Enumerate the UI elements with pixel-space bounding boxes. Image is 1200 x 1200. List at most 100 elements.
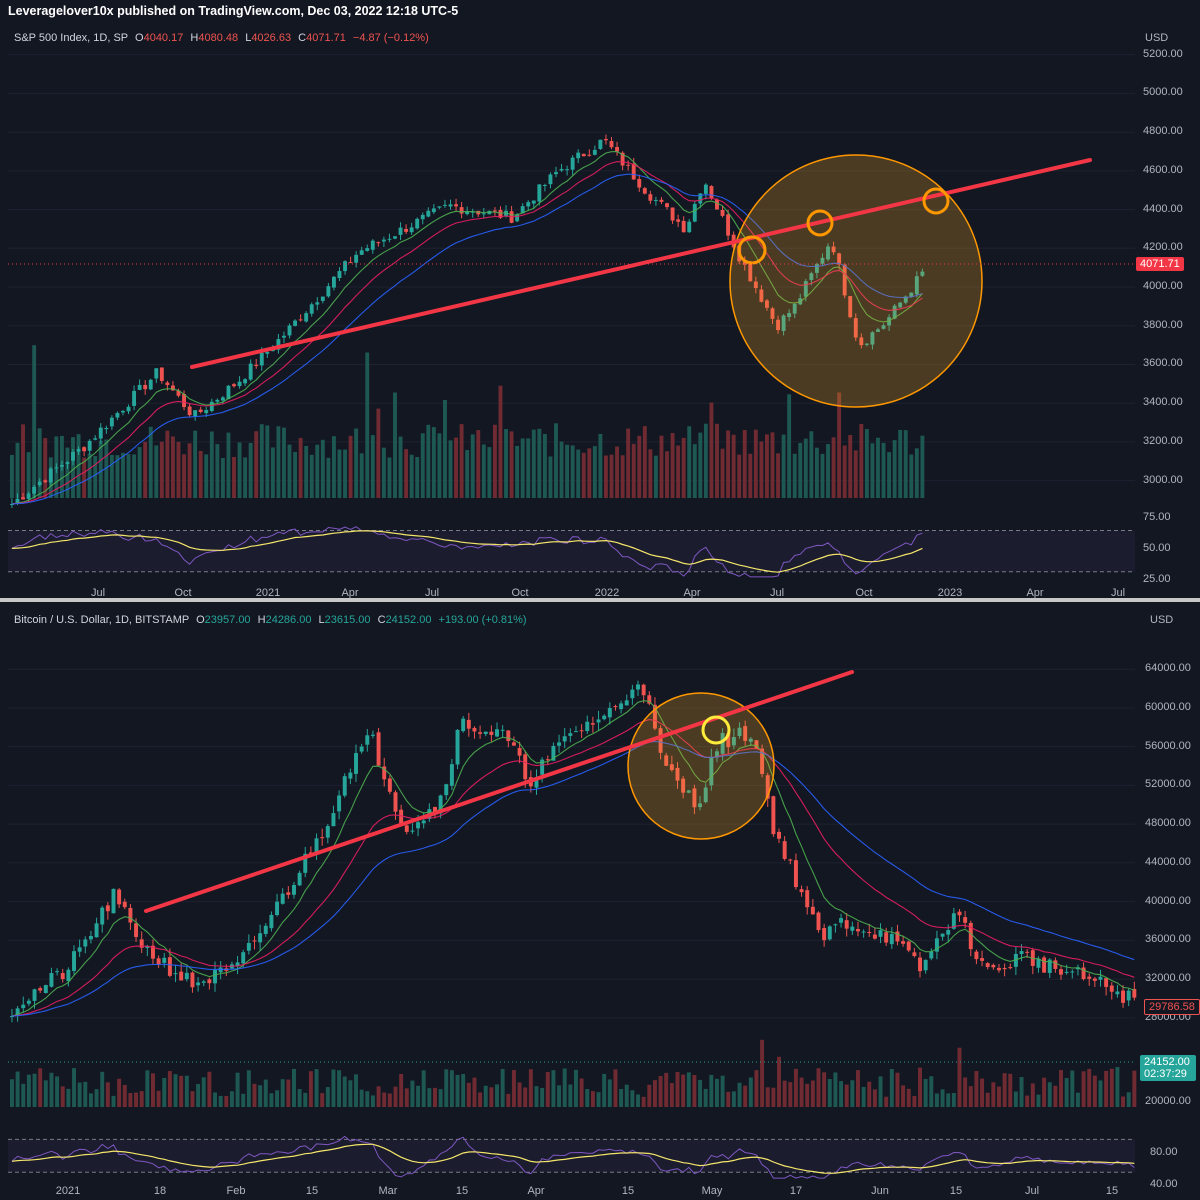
candle-body	[226, 385, 231, 400]
volume-bar	[946, 1093, 951, 1107]
volume-bar	[167, 1071, 172, 1107]
volume-bar	[207, 1071, 212, 1107]
candle-body	[376, 732, 381, 766]
volume-bar	[887, 452, 892, 498]
volume-bar	[872, 1089, 877, 1107]
volume-bar	[814, 447, 819, 498]
volume-bar	[720, 448, 725, 498]
volume-bar	[637, 435, 642, 498]
candle-body	[348, 262, 353, 264]
volume-bar	[602, 1073, 607, 1107]
price-tick-label: 3800.00	[1143, 318, 1183, 331]
volume-bar	[765, 434, 769, 498]
candle-body	[370, 240, 375, 250]
candle-body	[620, 152, 625, 166]
candle-body	[1081, 967, 1086, 980]
candle-body	[126, 406, 131, 412]
volume-bar	[252, 1083, 257, 1107]
volume-bar	[934, 1093, 939, 1107]
volume-bar	[121, 452, 125, 498]
candle-body	[781, 315, 786, 331]
volume-bar	[884, 1096, 889, 1107]
volume-bar	[647, 1084, 652, 1107]
candle-body	[770, 308, 775, 319]
volume-bar	[232, 456, 236, 498]
volume-bar	[997, 1086, 1001, 1107]
candle-body	[444, 784, 449, 796]
candle-body	[143, 384, 148, 390]
volume-bar	[504, 428, 508, 498]
candle-body	[190, 972, 195, 988]
candle-body	[71, 451, 75, 461]
volume-bar	[859, 423, 864, 498]
volume-bar	[303, 1092, 308, 1107]
volume-bar	[320, 439, 325, 498]
candle-body	[500, 729, 505, 731]
volume-bar	[331, 436, 336, 498]
volume-bar	[842, 445, 847, 498]
volume-bar	[410, 1080, 415, 1107]
candle-body	[437, 206, 442, 208]
volume-bar	[421, 1070, 426, 1107]
candle-body	[449, 764, 454, 786]
price-tick-label: 3400.00	[1143, 396, 1183, 409]
candle-body	[504, 210, 508, 217]
volume-bar	[220, 457, 225, 498]
sp500-symbol[interactable]: S&P 500 Index, 1D, SP	[14, 32, 128, 44]
candle-body	[631, 163, 636, 180]
volume-bar	[82, 457, 87, 498]
candle-body	[492, 210, 497, 212]
volume-bar	[889, 1068, 894, 1107]
volume-bar	[805, 1083, 810, 1107]
candle-body	[121, 410, 125, 413]
rsi-tick-label: 40.00	[1150, 1178, 1178, 1190]
candle-body	[861, 931, 866, 933]
volume-bar	[1087, 1068, 1092, 1107]
volume-bar	[43, 438, 48, 498]
candle-body	[831, 246, 836, 253]
volume-bar	[798, 442, 803, 498]
candle-body	[337, 795, 342, 812]
candle-body	[148, 379, 153, 390]
candle-body	[1098, 976, 1103, 980]
volume-bar	[472, 1077, 477, 1107]
candle-body	[859, 337, 864, 346]
candle-body	[343, 261, 347, 272]
price-tick-label: 56000.00	[1145, 739, 1191, 752]
candle-body	[1064, 971, 1069, 973]
btc-close: 24152.00	[385, 614, 432, 626]
candle-body	[77, 947, 82, 952]
candle-body	[669, 764, 674, 771]
volume-bar	[416, 1085, 421, 1107]
volume-bar	[669, 1083, 674, 1107]
volume-bar	[609, 454, 614, 498]
candle-body	[72, 951, 76, 971]
btc-symbol[interactable]: Bitcoin / U.S. Dollar, 1D, BITSTAMP	[14, 614, 190, 626]
candle-body	[287, 325, 292, 336]
btc-low-label: L	[318, 614, 325, 626]
volume-bar	[443, 399, 447, 498]
candle-body	[196, 982, 201, 986]
volume-bar	[754, 1070, 759, 1107]
time-tick-label: 15	[455, 1185, 469, 1197]
candle-body	[637, 179, 642, 188]
volume-bar	[963, 1077, 968, 1107]
volume-bar	[21, 1083, 26, 1107]
candle-body	[1115, 991, 1120, 995]
candle-body	[754, 740, 759, 749]
candle-body	[443, 204, 447, 206]
candle-body	[574, 731, 578, 733]
candle-body	[837, 253, 842, 265]
candle-body	[892, 305, 897, 319]
candle-body	[850, 926, 855, 931]
candle-body	[382, 766, 387, 780]
touch-marker	[737, 235, 767, 265]
volume-bar	[765, 1087, 770, 1107]
candle-body	[974, 951, 979, 960]
candle-body	[448, 204, 453, 207]
time-tick-label: Apr	[341, 587, 359, 599]
volume-bar	[196, 1084, 201, 1107]
ema-slow-line	[11, 740, 1135, 1017]
candle-body	[21, 497, 25, 500]
candle-body	[554, 172, 558, 175]
